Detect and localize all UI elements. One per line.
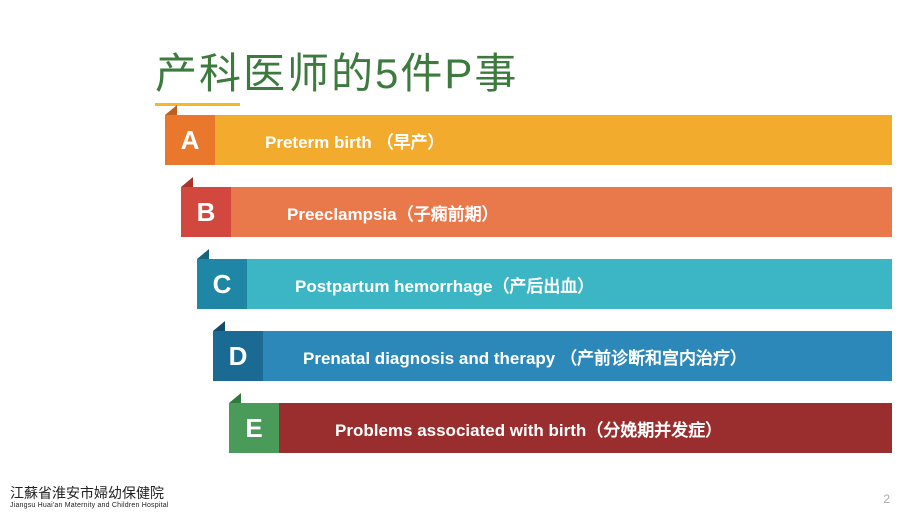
badge-fold: [213, 321, 225, 331]
footer-en: Jiangsu Huai'an Maternity and Children H…: [10, 502, 169, 510]
row-bar: Problems associated with birth（分娩期并发症）: [279, 403, 892, 453]
row-bar: Preterm birth （早产）: [215, 115, 892, 165]
row-text: Problems associated with birth（分娩期并发症）: [335, 416, 722, 441]
page-number: 2: [883, 492, 890, 506]
badge-fold: [229, 393, 241, 403]
list-row: C Postpartum hemorrhage（产后出血）: [0, 259, 920, 309]
badge-fold: [197, 249, 209, 259]
slide-title-area: 产科医师的5件P事: [155, 40, 518, 106]
badge-fold: [181, 177, 193, 187]
row-bar: Preeclampsia（子痫前期）: [231, 187, 892, 237]
row-badge: E: [229, 403, 279, 453]
footer-logo: 江蘇省淮安市婦幼保健院 Jiangsu Huai'an Maternity an…: [10, 487, 169, 510]
badge-fold: [165, 105, 177, 115]
list-row: A Preterm birth （早产）: [0, 115, 920, 165]
row-badge: D: [213, 331, 263, 381]
row-badge: B: [181, 187, 231, 237]
list-row: B Preeclampsia（子痫前期）: [0, 187, 920, 237]
row-text: Prenatal diagnosis and therapy （产前诊断和宫内治…: [303, 344, 747, 369]
row-bar: Prenatal diagnosis and therapy （产前诊断和宫内治…: [263, 331, 892, 381]
list-row: E Problems associated with birth（分娩期并发症）: [0, 403, 920, 453]
row-bar: Postpartum hemorrhage（产后出血）: [247, 259, 892, 309]
list-row: D Prenatal diagnosis and therapy （产前诊断和宫内…: [0, 331, 920, 381]
row-text: Preterm birth （早产）: [265, 128, 444, 153]
row-text: Preeclampsia（子痫前期）: [287, 200, 499, 225]
row-badge: A: [165, 115, 215, 165]
slide-title: 产科医师的5件P事: [155, 40, 518, 101]
list-rows-container: A Preterm birth （早产） B Preeclampsia（子痫前期） C P…: [0, 115, 920, 475]
footer-zh: 江蘇省淮安市婦幼保健院: [10, 487, 169, 502]
row-badge: C: [197, 259, 247, 309]
row-text: Postpartum hemorrhage（产后出血）: [295, 272, 594, 297]
